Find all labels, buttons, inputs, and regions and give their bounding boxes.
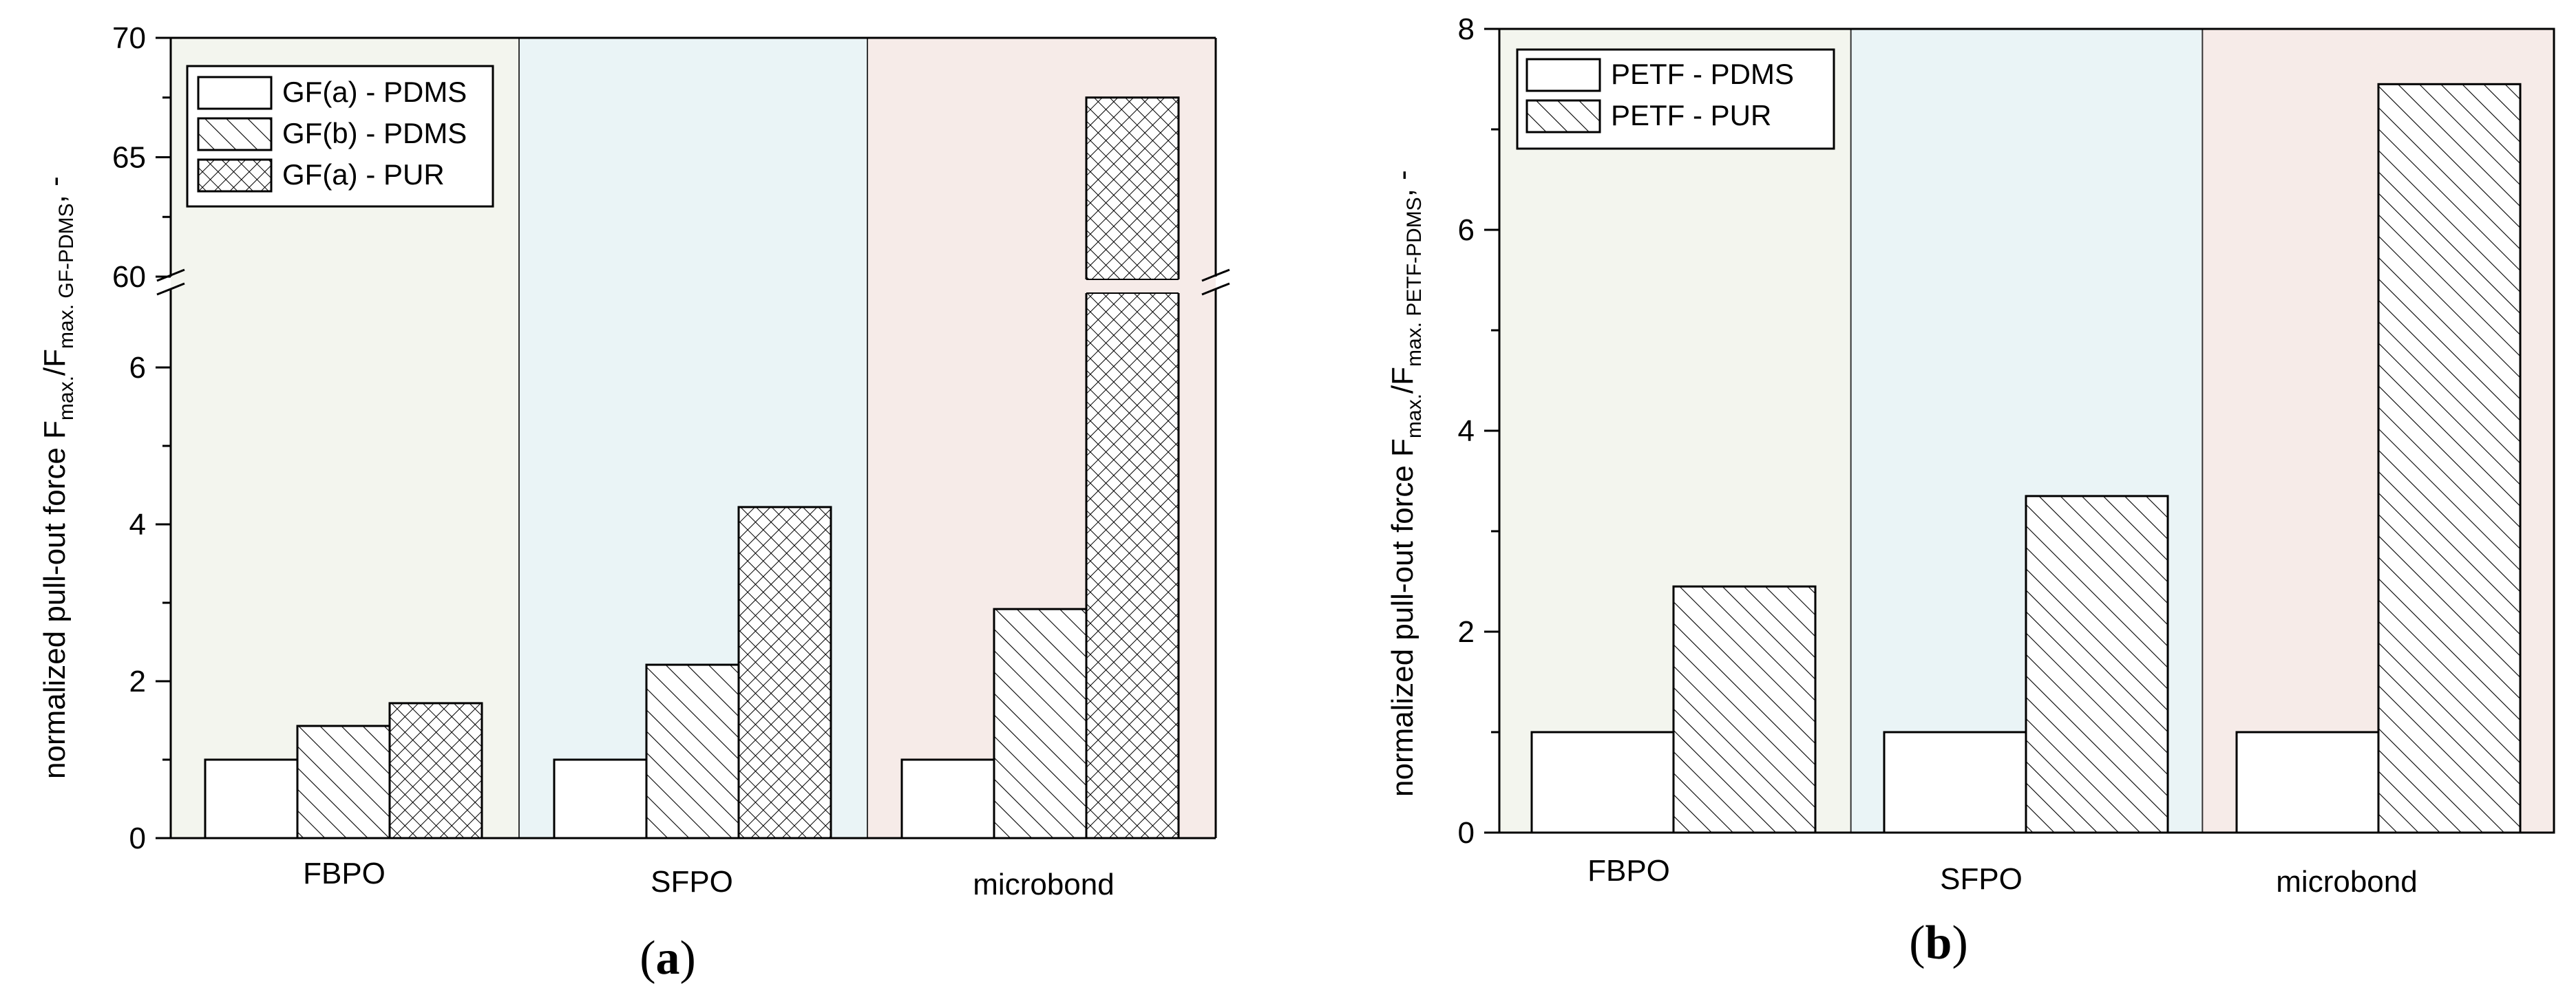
bar-microbond-GF(a) - PDMS bbox=[900, 758, 995, 839]
y-ticks-b: 0 2 4 6 8 bbox=[1458, 12, 1499, 850]
bar-break-gap bbox=[1085, 279, 1180, 293]
legend-swatch bbox=[1525, 58, 1601, 92]
bars-a bbox=[204, 96, 1180, 839]
legend-label: GF(a) - PUR bbox=[282, 158, 445, 191]
x-tick-label-microbond: microbond bbox=[2276, 865, 2417, 899]
legend-swatch bbox=[1525, 99, 1601, 133]
y-tick-label: 4 bbox=[129, 508, 146, 542]
x-tick-label-FBPO: FBPO bbox=[1587, 854, 1670, 888]
chart-b: 0 2 4 6 8 FBPO SFPO microbond normalized pull-… bbox=[1386, 12, 2555, 970]
axis-break-mark bbox=[1201, 282, 1230, 296]
y-tick-label: 0 bbox=[1458, 816, 1475, 850]
y-ticks-a: 0 2 4 6 60 65 70 bbox=[112, 21, 171, 855]
y-tick-label: 0 bbox=[129, 822, 146, 855]
y-tick-label: 60 bbox=[112, 260, 146, 294]
y-tick-label: 6 bbox=[1458, 213, 1475, 247]
bars-b bbox=[1530, 83, 2522, 834]
bar-microbond-GF(a) - PUR bbox=[1085, 96, 1180, 839]
x-tick-label-microbond: microbond bbox=[973, 868, 1114, 901]
y-tick-label: 8 bbox=[1458, 12, 1475, 46]
axis-break-mark bbox=[1201, 268, 1230, 282]
bar-microbond-GF(b) - PDMS bbox=[993, 608, 1088, 839]
x-tick-label-SFPO: SFPO bbox=[1940, 862, 2023, 896]
panel-label-b: (b) bbox=[1909, 917, 1968, 970]
axis-break-mark bbox=[156, 268, 185, 282]
chart-a: 0 2 4 6 60 65 70 FBPO SFPO microbond normalized … bbox=[38, 21, 1230, 985]
x-tick-labels-b: FBPO SFPO microbond bbox=[1587, 854, 2418, 899]
legend-b: PETF - PDMS PETF - PUR bbox=[1516, 48, 1835, 150]
bar-microbond-PETF - PDMS bbox=[2235, 731, 2380, 834]
legend-swatch bbox=[197, 117, 273, 151]
y-tick-label: 65 bbox=[112, 141, 146, 175]
bar-SFPO-PETF - PDMS bbox=[1883, 731, 2027, 834]
bar-SFPO-GF(b) - PDMS bbox=[645, 663, 740, 839]
bar-FBPO-GF(b) - PDMS bbox=[296, 725, 391, 839]
x-tick-labels-a: FBPO SFPO microbond bbox=[303, 857, 1115, 901]
legend-swatch bbox=[197, 76, 273, 110]
y-tick-label: 4 bbox=[1458, 414, 1475, 448]
y-axis-label-b: normalized pull-out force Fmax./Fmax. PE… bbox=[1386, 170, 1426, 797]
panel-label-a: (a) bbox=[640, 932, 696, 985]
y-axis-label-a: normalized pull-out force Fmax./Fmax. GF… bbox=[38, 176, 78, 779]
y-tick-label: 2 bbox=[129, 665, 146, 698]
y-tick-label: 2 bbox=[1458, 615, 1475, 649]
legend-swatch bbox=[197, 158, 273, 193]
bar-SFPO-GF(a) - PDMS bbox=[553, 758, 648, 839]
legend-label: PETF - PUR bbox=[1611, 99, 1771, 131]
bar-FBPO-GF(a) - PDMS bbox=[204, 758, 299, 839]
bar-FBPO-PETF - PDMS bbox=[1530, 731, 1675, 834]
bar-FBPO-PETF - PUR bbox=[1672, 585, 1817, 834]
x-tick-label-SFPO: SFPO bbox=[651, 865, 733, 899]
x-tick-label-FBPO: FBPO bbox=[303, 857, 386, 890]
legend-label: GF(b) - PDMS bbox=[282, 117, 467, 149]
y-tick-label: 70 bbox=[112, 21, 146, 55]
legend-label: GF(a) - PDMS bbox=[282, 76, 467, 108]
y-tick-label: 6 bbox=[129, 351, 146, 385]
bar-SFPO-PETF - PUR bbox=[2025, 495, 2169, 834]
legend-label: PETF - PDMS bbox=[1611, 58, 1794, 90]
bar-FBPO-GF(a) - PUR bbox=[388, 702, 483, 839]
axis-break-mark bbox=[156, 282, 185, 296]
bar-microbond-PETF - PUR bbox=[2377, 83, 2522, 834]
legend-a: GF(a) - PDMS GF(b) - PDMS GF(a) - PUR bbox=[186, 65, 494, 208]
bar-SFPO-GF(a) - PUR bbox=[737, 506, 832, 839]
